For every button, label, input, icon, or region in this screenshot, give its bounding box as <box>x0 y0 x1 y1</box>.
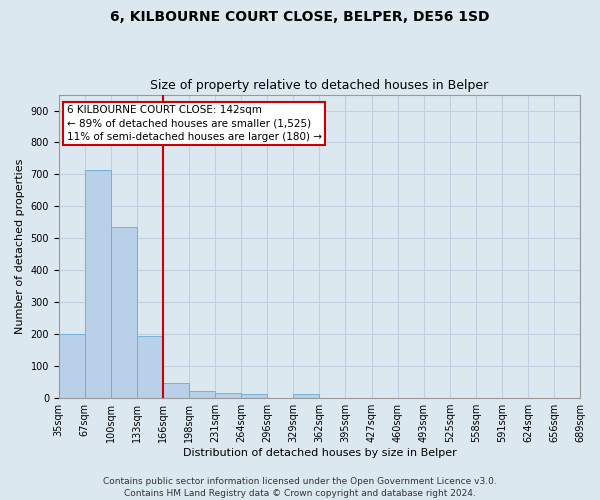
Text: Contains public sector information licensed under the Open Government Licence v3: Contains public sector information licen… <box>103 477 497 486</box>
Text: 6, KILBOURNE COURT CLOSE, BELPER, DE56 1SD: 6, KILBOURNE COURT CLOSE, BELPER, DE56 1… <box>110 10 490 24</box>
Text: 6 KILBOURNE COURT CLOSE: 142sqm
← 89% of detached houses are smaller (1,525)
11%: 6 KILBOURNE COURT CLOSE: 142sqm ← 89% of… <box>67 105 322 142</box>
Bar <box>293 394 319 398</box>
Title: Size of property relative to detached houses in Belper: Size of property relative to detached ho… <box>150 79 488 92</box>
Bar <box>189 390 215 398</box>
Bar <box>111 227 137 398</box>
Bar <box>59 334 85 398</box>
Bar <box>137 336 163 398</box>
X-axis label: Distribution of detached houses by size in Belper: Distribution of detached houses by size … <box>182 448 456 458</box>
Bar <box>241 394 267 398</box>
Bar <box>85 170 111 398</box>
Bar <box>215 393 241 398</box>
Y-axis label: Number of detached properties: Number of detached properties <box>15 158 25 334</box>
Bar <box>163 382 189 398</box>
Text: Contains HM Land Registry data © Crown copyright and database right 2024.: Contains HM Land Registry data © Crown c… <box>124 488 476 498</box>
